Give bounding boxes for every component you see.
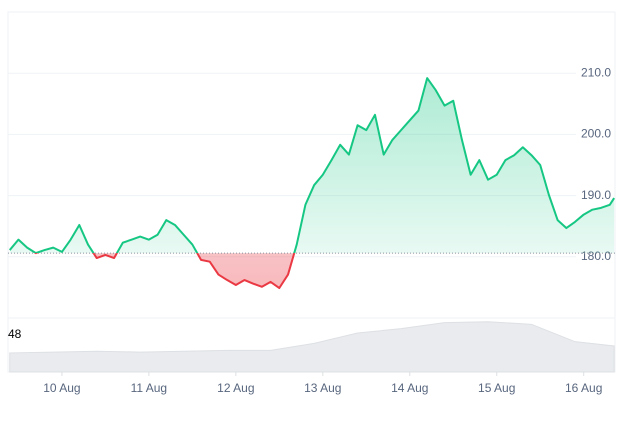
- x-tick-label: 12 Aug: [217, 381, 254, 395]
- x-tick-label: 13 Aug: [304, 381, 341, 395]
- price-line: [8, 77, 615, 254]
- area-up: [9, 78, 615, 254]
- y-tick-label: 190.0: [581, 188, 611, 202]
- x-tick-label: 16 Aug: [565, 381, 602, 395]
- x-tick-label: 10 Aug: [43, 381, 80, 395]
- y-tick-label: 200.0: [581, 127, 611, 141]
- price-line-below: [33, 253, 296, 290]
- x-tick-label: 11 Aug: [131, 381, 167, 395]
- y-tick-label: 210.0: [581, 65, 611, 79]
- volume-area: [9, 321, 615, 373]
- volume-label: 48: [8, 327, 22, 341]
- x-tick-label: 15 Aug: [478, 381, 515, 395]
- x-tick-label: 14 Aug: [391, 381, 428, 395]
